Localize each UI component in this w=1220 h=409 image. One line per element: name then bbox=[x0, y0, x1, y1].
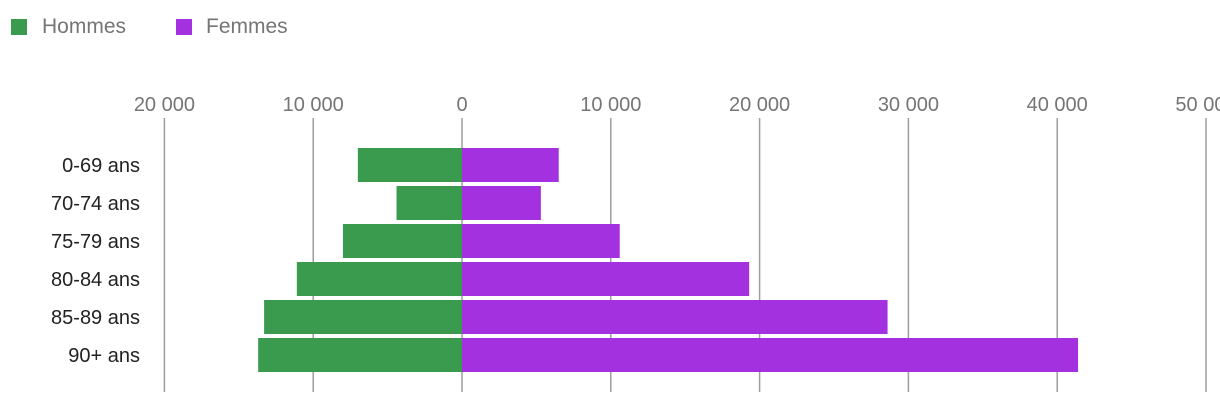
bar-hommes-75-79-ans bbox=[342, 224, 462, 258]
bar-femmes-85-89-ans bbox=[462, 300, 888, 334]
y-axis-categories: 0-69 ans 70-74 ans 75-79 ans 80-84 ans 85-89… bbox=[51, 155, 140, 367]
x-tick-label: 10 000 bbox=[580, 94, 641, 116]
category-label-70-74-ans: 70-74 ans bbox=[51, 193, 140, 215]
bar-femmes-90plus-ans bbox=[462, 338, 1079, 372]
x-tick-label: 40 000 bbox=[1027, 94, 1088, 116]
x-tick-label: 0 bbox=[456, 94, 467, 116]
bar-hommes-0-69-ans bbox=[357, 148, 462, 182]
category-label-0-69-ans: 0-69 ans bbox=[62, 155, 140, 177]
bar-hommes-90plus-ans bbox=[258, 338, 462, 372]
bar-femmes-80-84-ans bbox=[462, 262, 750, 296]
bar-femmes-70-74-ans bbox=[462, 186, 541, 220]
x-tick-label: 50 000 bbox=[1175, 94, 1220, 116]
bar-femmes-75-79-ans bbox=[462, 224, 620, 258]
x-axis-ticks: 20 000 10 000 0 10 000 20 000 30 000 40 000 50 … bbox=[134, 94, 1220, 116]
x-tick-label: 20 000 bbox=[729, 94, 790, 116]
legend: Hommes Femmes bbox=[11, 15, 288, 38]
category-label-80-84-ans: 80-84 ans bbox=[51, 269, 140, 291]
category-label-75-79-ans: 75-79 ans bbox=[51, 231, 140, 253]
bar-femmes-0-69-ans bbox=[462, 148, 559, 182]
legend-label-hommes: Hommes bbox=[42, 15, 126, 38]
bars bbox=[258, 148, 1079, 372]
legend-label-femmes: Femmes bbox=[206, 15, 288, 38]
x-tick-label: 10 000 bbox=[283, 94, 344, 116]
category-label-85-89-ans: 85-89 ans bbox=[51, 307, 140, 329]
category-label-90plus-ans: 90+ ans bbox=[68, 345, 140, 367]
x-tick-label: 30 000 bbox=[878, 94, 939, 116]
bar-hommes-80-84-ans bbox=[296, 262, 462, 296]
legend-swatch-hommes bbox=[11, 19, 27, 35]
x-tick-label: 20 000 bbox=[134, 94, 195, 116]
bar-hommes-85-89-ans bbox=[264, 300, 462, 334]
bar-hommes-70-74-ans bbox=[396, 186, 462, 220]
legend-swatch-femmes bbox=[176, 19, 192, 35]
